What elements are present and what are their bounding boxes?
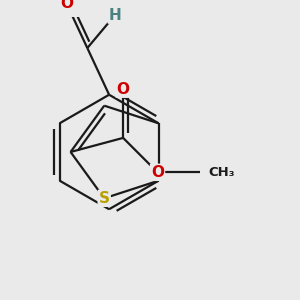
Text: CH₃: CH₃ <box>209 166 235 179</box>
Text: O: O <box>151 165 164 180</box>
Text: H: H <box>109 8 121 22</box>
Text: S: S <box>99 191 110 206</box>
Text: O: O <box>117 82 130 97</box>
Text: O: O <box>60 0 73 11</box>
